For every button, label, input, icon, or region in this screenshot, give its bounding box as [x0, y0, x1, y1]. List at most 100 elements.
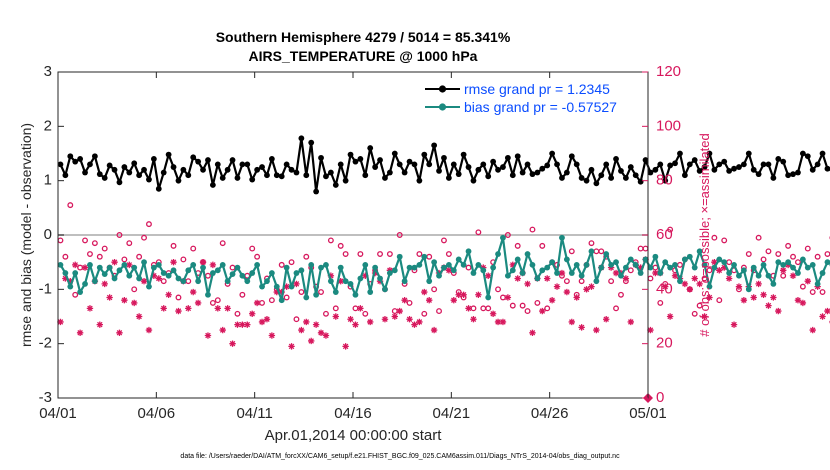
bias-point: [190, 261, 197, 268]
obs-possible-marker: [406, 299, 413, 306]
rmse-point: [283, 161, 290, 168]
rmse-point: [622, 175, 629, 181]
obs-possible-marker: [160, 278, 167, 285]
rmse-point: [352, 158, 359, 165]
obs-assimilated-marker: [563, 288, 571, 296]
bias-point: [563, 256, 570, 263]
obs-possible-marker: [534, 299, 541, 306]
y-tick-label: 0: [44, 226, 52, 243]
rmse-point: [819, 150, 826, 157]
rmse-point: [549, 150, 556, 157]
bias-point: [254, 261, 261, 268]
obs-assimilated-marker: [244, 321, 251, 328]
x-axis-label: Apr.01,2014 00:00:00 start: [265, 427, 443, 444]
obs-possible-marker: [268, 297, 275, 304]
bias-point: [244, 278, 251, 285]
rmse-point: [313, 188, 320, 195]
bias-point: [155, 261, 162, 268]
bias-point: [588, 248, 595, 255]
bias-point: [726, 270, 733, 276]
obs-assimilated-marker: [116, 329, 123, 336]
bias-point: [146, 283, 152, 290]
bias-point: [529, 261, 536, 268]
rmse-point: [431, 142, 438, 149]
obs-assimilated-marker: [568, 318, 575, 326]
obs-possible-marker: [819, 289, 826, 295]
bias-point: [608, 261, 615, 268]
bias-point: [136, 275, 143, 282]
bias-point: [332, 289, 339, 295]
bias-point: [662, 259, 669, 266]
bias-point: [770, 281, 777, 287]
obs-possible-marker: [514, 242, 521, 249]
obs-assimilated-marker: [416, 318, 423, 326]
right-tick-labels: 0 20 40 60 80 100 120: [656, 63, 681, 406]
obs-possible-marker: [342, 251, 349, 257]
obs-assimilated-marker: [824, 307, 830, 315]
obs-possible-marker: [96, 253, 103, 260]
obs-assimilated-marker: [317, 329, 325, 336]
bias-point: [824, 259, 830, 266]
y2-tick-label: 20: [656, 335, 673, 352]
obs-assimilated-marker: [750, 294, 757, 301]
obs-possible-marker: [288, 259, 295, 266]
rmse-point: [775, 156, 782, 162]
bias-point: [632, 261, 639, 268]
obs-possible-marker: [126, 240, 133, 247]
obs-possible-marker: [529, 226, 536, 233]
rmse-point: [396, 161, 403, 168]
bias-point: [342, 278, 349, 285]
obs-assimilated-marker: [96, 321, 103, 328]
rmse-point: [465, 164, 472, 170]
bias-point: [386, 270, 393, 276]
rmse-point: [701, 164, 708, 170]
rmse-point: [460, 151, 467, 158]
obs-possible-marker: [283, 294, 290, 301]
bias-point: [736, 272, 742, 279]
rmse-point: [716, 161, 723, 168]
obs-assimilated-marker: [711, 258, 718, 266]
rmse-point: [386, 169, 393, 176]
bias-point: [559, 234, 565, 241]
rmse-point: [214, 161, 221, 168]
obs-assimilated-marker: [175, 307, 182, 315]
rmse-point: [298, 135, 305, 142]
bias-point: [249, 270, 256, 276]
bias-point: [209, 270, 216, 276]
y2-tick-label: 0: [656, 389, 664, 406]
obs-assimilated-marker: [721, 264, 728, 271]
bias-point: [603, 251, 610, 257]
obs-assimilated-marker: [460, 291, 467, 298]
obs-assimilated-marker: [106, 294, 113, 301]
bias-point: [185, 267, 192, 274]
obs-possible-marker: [332, 305, 339, 312]
obs-possible-marker: [509, 302, 516, 309]
obs-possible-marker: [795, 259, 801, 266]
bias-point: [519, 270, 526, 276]
bias-point: [323, 261, 329, 268]
rmse-point: [190, 154, 197, 161]
obs-possible-marker: [441, 237, 447, 244]
rmse-point: [180, 166, 187, 173]
obs-assimilated-marker: [209, 261, 217, 269]
rmse-point: [603, 161, 610, 168]
rmse-point: [141, 166, 147, 173]
obs-assimilated-marker: [558, 269, 566, 277]
bias-point: [214, 267, 221, 274]
rmse-point: [195, 158, 202, 165]
bias-point: [205, 291, 211, 298]
rmse-point: [441, 154, 447, 161]
bias-point: [790, 264, 796, 271]
legend-bias-marker: [438, 103, 447, 111]
obs-assimilated-marker: [489, 310, 497, 317]
obs-assimilated-marker: [662, 283, 669, 290]
bias-point: [91, 278, 98, 285]
obs-assimilated-marker: [583, 286, 590, 293]
bias-point: [740, 267, 747, 274]
bias-point: [795, 270, 801, 276]
bias-point: [583, 261, 590, 268]
obs-assimilated-marker: [804, 277, 811, 285]
obs-assimilated-marker: [239, 321, 246, 328]
bias-point: [814, 281, 821, 287]
bias-point: [598, 264, 605, 271]
